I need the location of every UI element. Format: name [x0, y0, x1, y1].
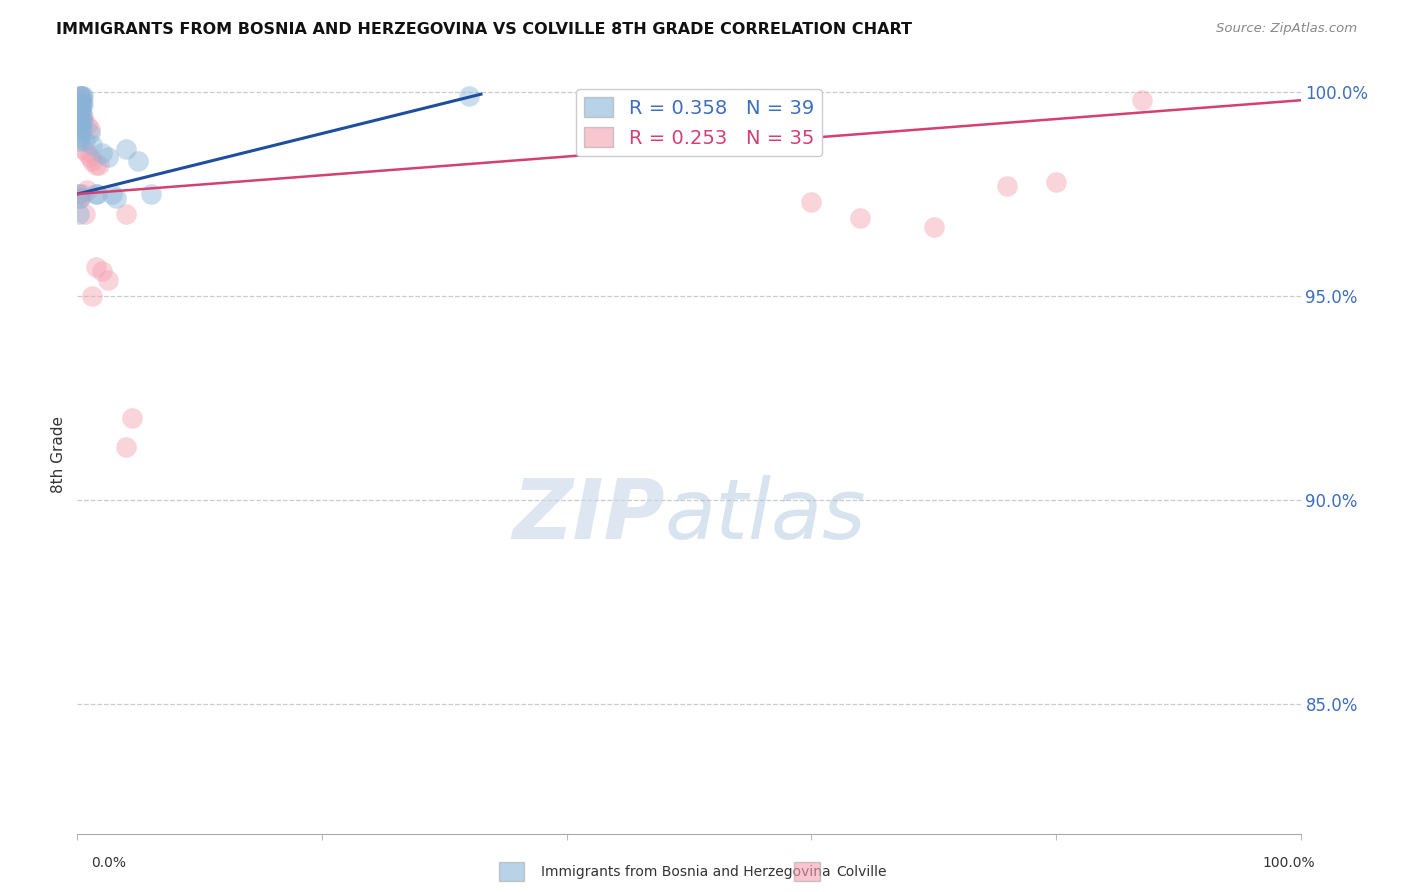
- Point: [90, 146, 112, 161]
- Point: [70, 121, 93, 136]
- Point: [70, 105, 93, 120]
- Point: [84, 159, 107, 173]
- Point: [69, 97, 91, 112]
- Point: [70, 113, 93, 128]
- Point: [84, 260, 107, 275]
- Point: [72, 110, 94, 124]
- Point: [115, 440, 138, 454]
- Point: [70, 105, 93, 120]
- Point: [70, 113, 93, 128]
- Point: [70, 102, 93, 116]
- Point: [67, 207, 90, 221]
- Point: [995, 178, 1018, 193]
- Point: [139, 187, 162, 202]
- Point: [72, 89, 94, 103]
- Point: [127, 154, 149, 169]
- Text: ZIP: ZIP: [512, 475, 665, 556]
- Point: [79, 126, 101, 140]
- Point: [97, 272, 120, 286]
- Point: [69, 89, 91, 103]
- Point: [115, 142, 138, 156]
- Point: [70, 93, 93, 107]
- Point: [67, 105, 90, 120]
- Point: [70, 89, 93, 103]
- Text: 100.0%: 100.0%: [1263, 855, 1315, 870]
- Text: 0.0%: 0.0%: [91, 855, 127, 870]
- Legend: R = 0.358   N = 39, R = 0.253   N = 35: R = 0.358 N = 39, R = 0.253 N = 35: [576, 89, 823, 156]
- Point: [457, 89, 479, 103]
- Point: [67, 118, 90, 132]
- Point: [70, 110, 93, 124]
- Point: [69, 130, 91, 145]
- Point: [121, 411, 143, 425]
- Text: atlas: atlas: [665, 475, 866, 556]
- Point: [100, 187, 122, 202]
- Text: IMMIGRANTS FROM BOSNIA AND HERZEGOVINA VS COLVILLE 8TH GRADE CORRELATION CHART: IMMIGRANTS FROM BOSNIA AND HERZEGOVINA V…: [56, 22, 912, 37]
- Point: [80, 154, 103, 169]
- Point: [72, 97, 94, 112]
- Text: Colville: Colville: [837, 865, 887, 880]
- Point: [70, 97, 93, 112]
- Point: [69, 97, 91, 112]
- Point: [69, 89, 91, 103]
- Point: [69, 110, 91, 124]
- Point: [84, 187, 107, 202]
- Point: [69, 118, 91, 132]
- Point: [76, 183, 98, 197]
- Point: [72, 187, 94, 202]
- Point: [69, 102, 91, 116]
- Text: Immigrants from Bosnia and Herzegovina: Immigrants from Bosnia and Herzegovina: [541, 865, 831, 880]
- Point: [849, 211, 872, 226]
- Point: [89, 159, 111, 173]
- Point: [86, 187, 108, 202]
- Point: [72, 142, 94, 156]
- Point: [67, 134, 90, 148]
- Point: [1130, 93, 1153, 107]
- Point: [73, 207, 96, 221]
- Y-axis label: 8th Grade: 8th Grade: [51, 417, 66, 493]
- Point: [69, 102, 91, 116]
- Point: [70, 121, 93, 136]
- Point: [69, 126, 91, 140]
- Point: [800, 195, 823, 210]
- Point: [115, 207, 138, 221]
- Point: [76, 118, 98, 132]
- Text: Source: ZipAtlas.com: Source: ZipAtlas.com: [1216, 22, 1357, 36]
- Point: [922, 219, 945, 234]
- Point: [69, 191, 91, 205]
- Point: [70, 93, 93, 107]
- Point: [79, 150, 101, 164]
- Point: [105, 191, 128, 205]
- Point: [67, 187, 90, 202]
- Point: [80, 289, 103, 303]
- Point: [70, 97, 93, 112]
- Point: [67, 187, 90, 202]
- Point: [97, 150, 120, 164]
- Point: [70, 97, 93, 112]
- Point: [80, 138, 103, 153]
- Point: [1045, 175, 1067, 189]
- Point: [76, 146, 98, 161]
- Point: [70, 89, 93, 103]
- Point: [72, 113, 94, 128]
- Point: [69, 191, 91, 205]
- Point: [73, 134, 96, 148]
- Point: [90, 264, 112, 278]
- Point: [79, 121, 101, 136]
